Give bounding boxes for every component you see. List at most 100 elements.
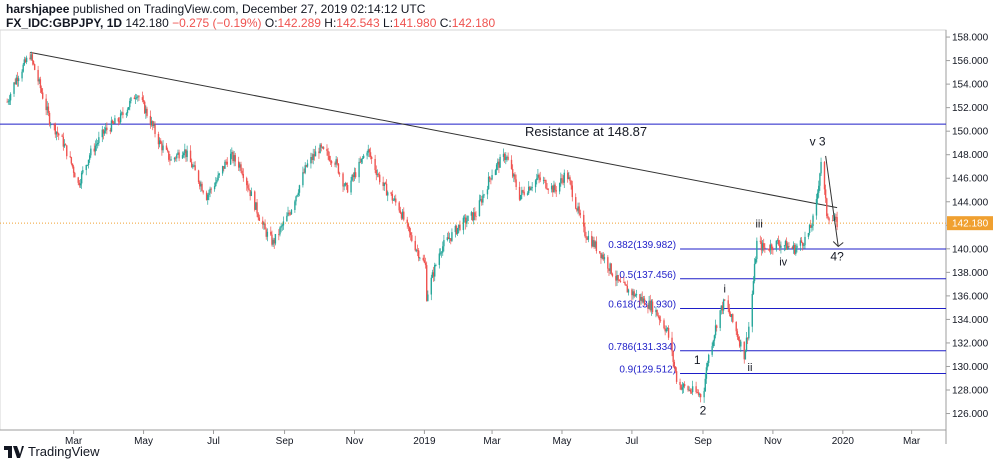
candle-up [209, 188, 211, 193]
candle-down [375, 170, 377, 175]
candle-down [802, 242, 804, 246]
candle-down [695, 386, 697, 393]
low-label: L: [383, 16, 394, 30]
candle-down [185, 149, 187, 158]
candle-down [735, 321, 737, 332]
candle-down [489, 176, 491, 179]
candle-up [272, 239, 274, 245]
candle-up [304, 165, 306, 173]
candle-up [499, 156, 501, 168]
candle-down [122, 112, 124, 115]
candle-up [751, 293, 753, 327]
candle-up [126, 109, 129, 114]
candle-up [135, 97, 138, 99]
candle-down [674, 366, 677, 372]
candle-up [63, 144, 66, 147]
candle-down [649, 300, 651, 311]
candle-up [217, 175, 219, 181]
candle-up [466, 221, 468, 224]
candle-up [744, 350, 747, 360]
candle-up [665, 329, 667, 332]
candle-up [427, 294, 429, 301]
candle-down [144, 101, 146, 114]
candle-down [152, 121, 154, 126]
high-label: H: [324, 16, 337, 30]
candle-down [697, 392, 700, 395]
candle-down [326, 149, 328, 152]
candle-down [608, 268, 610, 271]
candle-down [672, 351, 674, 363]
candle-down [760, 241, 763, 251]
candle-down [61, 135, 63, 137]
candle-up [306, 163, 309, 167]
candle-up [362, 155, 365, 159]
candle-up [804, 236, 806, 246]
candle-down [690, 391, 693, 393]
candle-up [279, 227, 281, 235]
y-tick-label: 154.000 [952, 80, 989, 91]
candle-up [752, 281, 755, 294]
candle-down [600, 252, 602, 259]
candle-down [69, 156, 71, 158]
candle-up [415, 249, 418, 251]
candle-down [403, 211, 405, 220]
candle-up [755, 258, 757, 264]
candle-down [407, 223, 410, 227]
candle-up [467, 215, 469, 222]
tradingview-brand[interactable]: TradingView [4, 444, 100, 459]
candle-up [703, 391, 705, 398]
y-tick-label: 134.000 [952, 315, 989, 326]
wave-label: 1 [694, 353, 701, 367]
candle-up [487, 176, 490, 190]
candle-up [803, 245, 805, 247]
candle-up [23, 59, 26, 65]
candle-down [510, 159, 513, 169]
candle-up [351, 174, 353, 181]
candle-up [776, 240, 779, 242]
candle-down [359, 161, 361, 163]
candle-down [382, 182, 384, 187]
candle-down [271, 234, 273, 245]
candle-up [360, 158, 363, 163]
candle-down [225, 161, 227, 163]
candle-down [658, 316, 661, 320]
candle-up [506, 156, 508, 158]
candle-up [7, 101, 9, 103]
candle-up [274, 233, 277, 244]
candle-down [554, 184, 556, 191]
candle-down [346, 184, 349, 193]
wave-label: iv [779, 256, 787, 268]
candle-up [787, 246, 789, 250]
open-label: O: [264, 16, 278, 30]
candle-up [101, 129, 103, 138]
candle-up [312, 154, 314, 160]
candle-up [753, 263, 756, 282]
candle-down [423, 260, 426, 263]
candle-down [641, 297, 643, 302]
candle-down [242, 174, 244, 179]
close-value: 142.180 [451, 16, 496, 30]
candle-down [6, 101, 8, 103]
candle-down [583, 214, 585, 227]
candle-up [616, 275, 618, 281]
price-tag-label: 142.180 [952, 219, 989, 230]
candle-up [321, 146, 324, 148]
candle-down [330, 161, 333, 164]
candle-up [419, 257, 421, 259]
candle-up [577, 206, 579, 211]
candle-up [635, 294, 638, 296]
candle-down [354, 172, 357, 178]
candle-up [145, 108, 147, 114]
candle-down [379, 174, 381, 183]
candle-up [534, 180, 537, 188]
wave-label: iii [755, 219, 762, 231]
candle-up [158, 140, 161, 145]
candle-up [478, 200, 481, 217]
candle-down [241, 170, 243, 175]
candle-up [563, 172, 565, 183]
published-text: published on TradingView.com, December 2… [72, 2, 426, 16]
candle-down [166, 149, 169, 152]
candle-down [305, 165, 308, 167]
y-tick-label: 128.000 [952, 386, 989, 397]
